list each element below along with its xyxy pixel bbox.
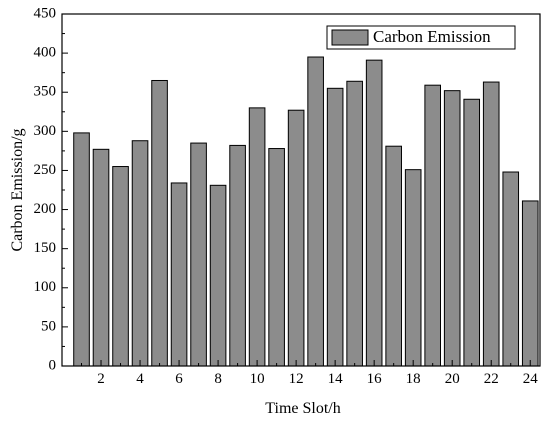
y-tick-label: 100: [34, 279, 57, 295]
y-tick-label: 250: [34, 162, 57, 178]
y-tick-label: 50: [41, 318, 56, 334]
bar-15: [346, 80, 363, 367]
y-tick-label: 300: [34, 123, 57, 139]
bars: [73, 56, 539, 367]
bar-17: [385, 145, 402, 367]
y-tick-label: 0: [49, 357, 57, 373]
x-axis-title: Time Slot/h: [265, 400, 340, 417]
bar-7: [190, 142, 207, 367]
bar-16: [365, 59, 383, 367]
x-tick-label: 4: [136, 371, 144, 387]
bar-22: [482, 81, 500, 367]
y-tick-label: 350: [34, 84, 57, 100]
y-axis: 0 50 100 150 200 250 300 350 400 450: [34, 5, 68, 373]
bar-5: [151, 79, 168, 367]
bar-2: [92, 148, 110, 367]
x-axis: 2 4 6 8 10 12 14 16 18 20 22 24: [81, 360, 539, 387]
x-tick-label: 20: [445, 371, 460, 387]
bar-23: [502, 171, 520, 367]
bar-24: [521, 200, 539, 367]
bar-14: [326, 87, 344, 367]
x-tick-label: 6: [175, 371, 183, 387]
bar-3: [112, 166, 129, 367]
bar-19: [424, 84, 442, 367]
bar-4: [131, 140, 149, 367]
legend-swatch: [331, 29, 369, 46]
y-tick-label: 450: [34, 5, 57, 21]
bar-10: [248, 107, 266, 367]
bar-1: [73, 132, 90, 367]
bar-11: [268, 148, 285, 367]
x-tick-label: 8: [214, 371, 222, 387]
x-tick-label: 12: [289, 371, 304, 387]
y-axis-title: Carbon Emission/g: [9, 128, 26, 251]
x-tick-label: 24: [523, 371, 539, 387]
bar-9: [229, 144, 246, 367]
bar-12: [287, 109, 305, 367]
x-tick-label: 22: [484, 371, 499, 387]
legend-label: Carbon Emission: [373, 27, 491, 46]
legend-box: [326, 25, 516, 50]
bar-6: [170, 182, 188, 367]
x-tick-label: 14: [328, 371, 344, 387]
legend: Carbon Emission: [326, 25, 516, 50]
y-tick-label: 200: [34, 201, 57, 217]
x-tick-label: 18: [406, 371, 421, 387]
bar-18: [404, 169, 422, 367]
x-tick-label: 16: [367, 371, 383, 387]
bar-20: [443, 90, 461, 367]
x-tick-label: 2: [97, 371, 105, 387]
x-tick-label: 10: [250, 371, 265, 387]
bar-21: [463, 98, 481, 367]
bar-13: [307, 56, 324, 367]
y-tick-label: 400: [34, 45, 57, 61]
y-tick-label: 150: [34, 240, 57, 256]
bar-8: [209, 184, 227, 367]
